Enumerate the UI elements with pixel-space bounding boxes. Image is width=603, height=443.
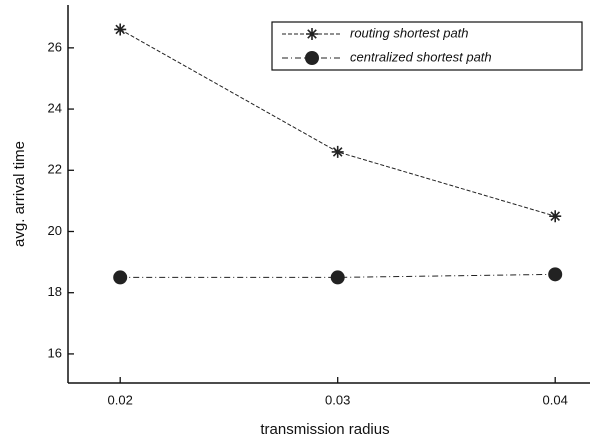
y-tick-label: 26 — [48, 39, 62, 54]
y-tick-label: 22 — [48, 162, 62, 177]
data-point — [113, 270, 128, 285]
y-tick-label: 20 — [48, 223, 62, 238]
data-point — [548, 267, 563, 282]
legend-label: centralized shortest path — [350, 49, 492, 64]
legend-marker — [306, 28, 318, 40]
legend — [271, 21, 583, 71]
x-axis-label: transmission radius — [260, 421, 389, 438]
y-tick-label: 18 — [48, 284, 62, 299]
x-tick-label: 0.04 — [543, 392, 568, 407]
data-point — [114, 23, 127, 36]
data-point — [549, 210, 562, 223]
legend-label: routing shortest path — [350, 25, 469, 40]
legend-marker — [305, 51, 319, 65]
y-tick-label: 16 — [48, 345, 62, 360]
data-point — [331, 145, 344, 158]
x-tick-label: 0.02 — [108, 392, 133, 407]
y-axis-label: avg. arrival time — [11, 141, 28, 247]
data-point — [330, 270, 345, 285]
y-tick-label: 24 — [48, 101, 62, 116]
x-tick-label: 0.03 — [325, 392, 350, 407]
